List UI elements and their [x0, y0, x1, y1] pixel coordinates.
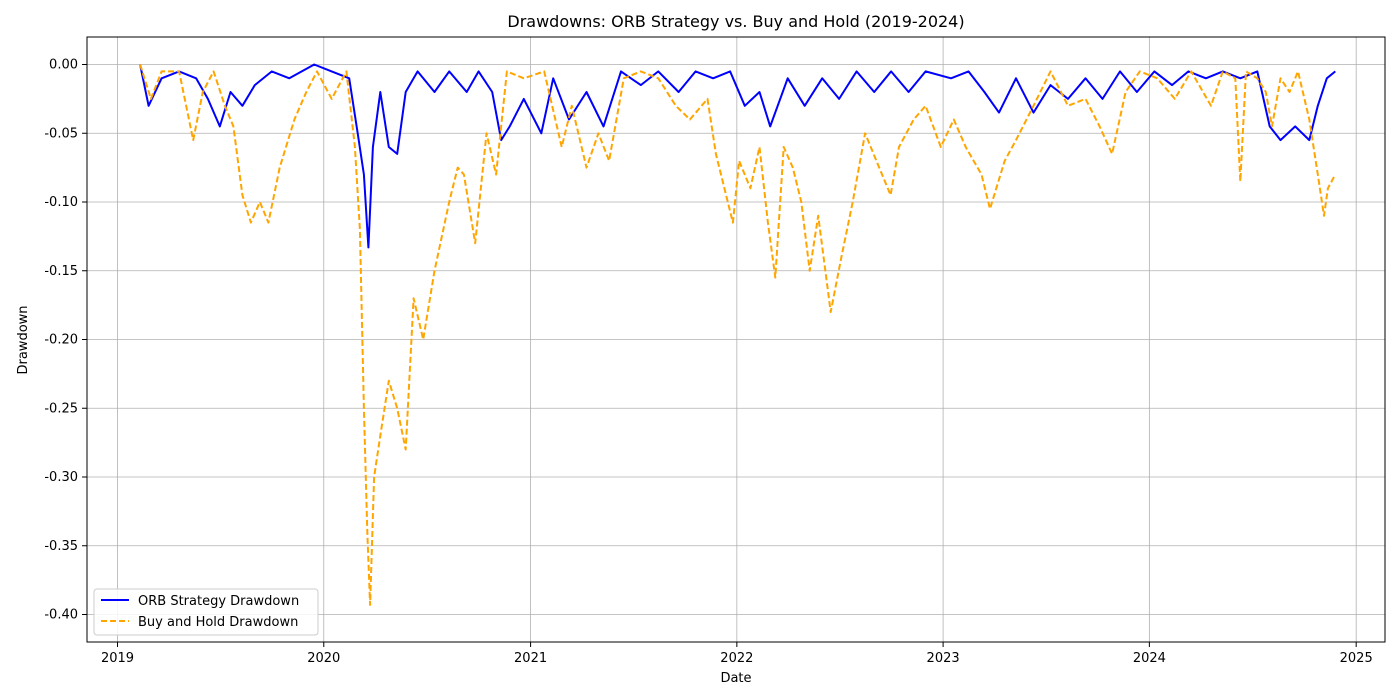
y-tick-label: -0.40 [44, 608, 78, 623]
x-tick-label: 2020 [307, 651, 340, 666]
x-tick-label: 2022 [720, 651, 753, 666]
y-tick-label: -0.15 [44, 264, 78, 279]
buy-and-hold-drawdown-line [139, 64, 1337, 606]
grid [87, 37, 1385, 642]
chart-title: Drawdowns: ORB Strategy vs. Buy and Hold… [507, 12, 964, 31]
y-axis: 0.00 -0.05 -0.10 -0.15 -0.20 -0.25 -0.30 -0.35 -… [44, 58, 87, 623]
legend: ORB Strategy Drawdown Buy and Hold Drawd… [93, 588, 319, 636]
x-tick-label: 2025 [1340, 651, 1373, 666]
x-tick-label: 2023 [927, 651, 960, 666]
y-axis-label: Drawdown [16, 305, 31, 374]
legend-label-buy-hold: Buy and Hold Drawdown [138, 615, 298, 630]
y-tick-label: -0.30 [44, 470, 78, 485]
x-tick-label: 2024 [1133, 651, 1166, 666]
legend-label-orb: ORB Strategy Drawdown [138, 594, 299, 609]
x-tick-label: 2021 [514, 651, 547, 666]
y-tick-label: -0.10 [44, 195, 78, 210]
x-tick-label: 2019 [101, 651, 134, 666]
y-tick-label: 0.00 [49, 58, 78, 73]
x-axis: 2019 2020 2021 2022 2023 2024 2025 [101, 642, 1373, 666]
y-tick-label: -0.05 [44, 126, 78, 141]
x-axis-label: Date [720, 671, 751, 686]
orb-strategy-drawdown-line [139, 63, 1336, 249]
legend-box [93, 588, 319, 636]
y-tick-label: -0.20 [44, 333, 78, 348]
series-layer [139, 63, 1337, 606]
y-tick-label: -0.35 [44, 539, 78, 554]
y-tick-label: -0.25 [44, 401, 78, 416]
